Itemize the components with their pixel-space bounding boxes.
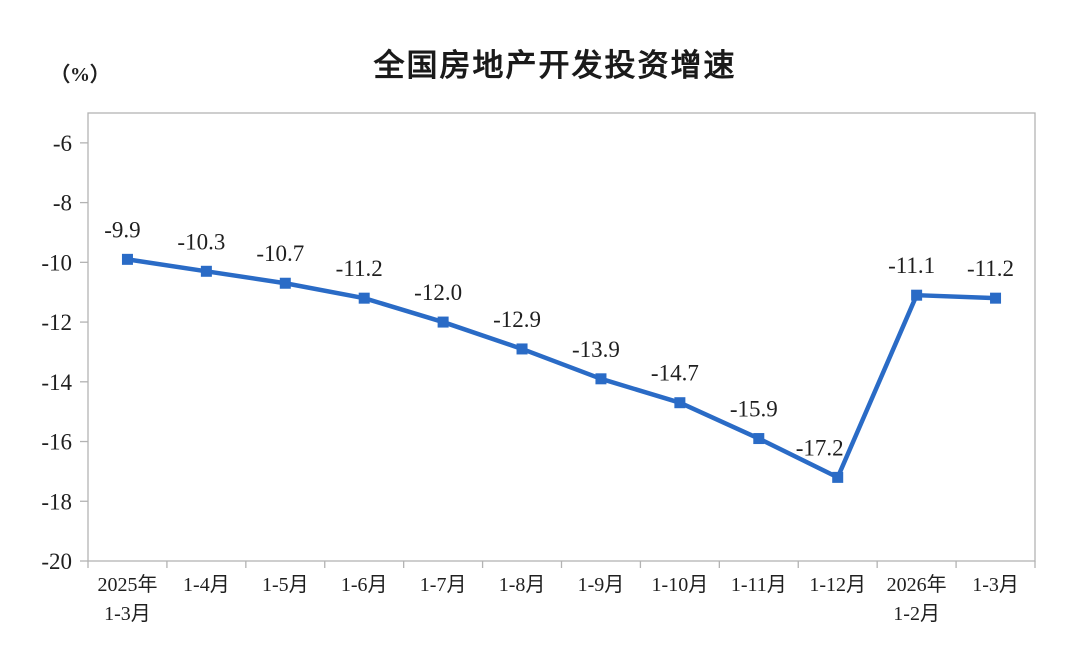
data-point-label: -12.0 xyxy=(414,280,462,305)
x-axis-category-label: 2025年 1-3月 xyxy=(97,573,157,625)
x-axis-category-label: 1-6月 xyxy=(341,574,388,596)
x-axis-category-label: 1-9月 xyxy=(578,574,625,596)
y-axis-unit-label: （%） xyxy=(50,64,110,86)
data-point-marker xyxy=(753,433,765,445)
data-point-marker xyxy=(832,471,844,483)
data-point-marker xyxy=(437,316,449,328)
data-point-label: -13.9 xyxy=(572,337,620,362)
data-point-label: -15.9 xyxy=(730,397,778,422)
data-point-label: -9.9 xyxy=(104,217,140,242)
x-axis-category-label: 1-4月 xyxy=(183,574,230,596)
data-point-marker xyxy=(911,289,923,301)
y-axis-tick-label: -16 xyxy=(41,430,72,455)
data-point-label: -10.7 xyxy=(256,241,304,266)
x-axis-category-label: 1-8月 xyxy=(499,574,546,596)
y-axis-tick-label: -14 xyxy=(41,370,72,395)
y-axis-tick-label: -18 xyxy=(41,489,72,514)
x-axis-category-label: 1-11月 xyxy=(731,574,787,596)
x-axis-category-label: 1-12月 xyxy=(809,574,866,596)
data-point-label: -11.2 xyxy=(336,256,383,281)
data-point-label: -10.3 xyxy=(177,229,225,254)
data-point-label: -11.2 xyxy=(967,256,1014,281)
data-point-marker xyxy=(279,277,291,289)
x-axis-category-label: 1-7月 xyxy=(420,574,467,596)
investment-growth-line xyxy=(125,257,998,480)
data-point-marker xyxy=(200,265,212,277)
y-axis-tick-label: -20 xyxy=(41,549,72,574)
plot-area-border xyxy=(87,112,1036,562)
y-axis-tick-label: -12 xyxy=(41,310,72,335)
y-axis-tick-label: -10 xyxy=(41,250,72,275)
data-point-label: -12.9 xyxy=(493,307,541,332)
x-axis-category-label: 1-3月 xyxy=(972,574,1019,596)
y-axis-tick-label: -8 xyxy=(53,191,72,216)
data-point-marker xyxy=(358,292,370,304)
x-axis-category-label: 1-5月 xyxy=(262,574,309,596)
data-point-label: -11.1 xyxy=(888,253,935,278)
data-point-label: -14.7 xyxy=(651,361,699,386)
y-axis-tick-label: -6 xyxy=(53,131,72,156)
x-axis-category-label: 1-10月 xyxy=(652,574,709,596)
data-point-marker xyxy=(121,253,133,265)
data-point-marker xyxy=(595,373,607,385)
data-point-marker xyxy=(516,343,528,355)
x-axis-category-label: 2026年 1-2月 xyxy=(887,573,947,625)
data-point-marker xyxy=(990,292,1002,304)
data-point-marker xyxy=(674,397,686,409)
data-point-label: -17.2 xyxy=(796,435,844,460)
chart-title: 全国房地产开发投资增速 xyxy=(373,48,737,83)
